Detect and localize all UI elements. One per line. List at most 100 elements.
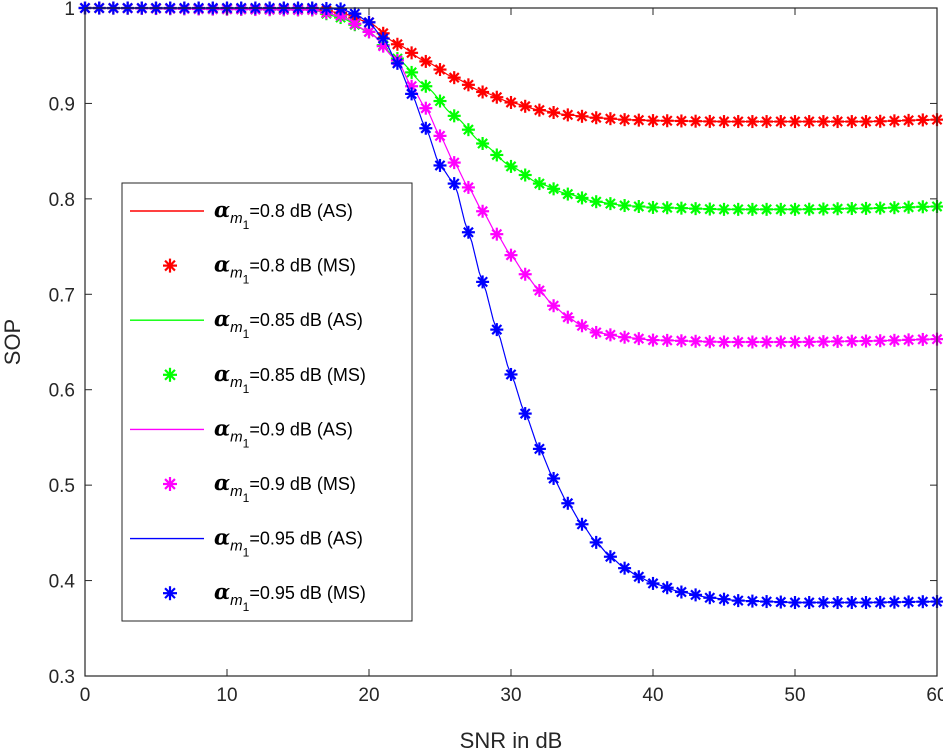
- data-point-marker: [490, 148, 504, 162]
- data-point-marker: [660, 581, 674, 595]
- data-point-marker: [603, 550, 617, 564]
- data-point-marker: [476, 204, 490, 218]
- data-point-marker: [646, 114, 660, 128]
- y-tick-label: 0.5: [49, 476, 75, 497]
- data-point-marker: [745, 115, 759, 129]
- tick-layer: 0 10 20 30 40 50 60 0.3 0.4 0.5 0.6 0.7 0.8 0.9 1: [49, 0, 943, 706]
- data-point-marker: [717, 592, 731, 606]
- data-point-marker: [916, 332, 930, 346]
- data-point-marker: [745, 594, 759, 608]
- data-point-marker: [362, 25, 376, 39]
- legend-marker-swatch: [163, 477, 177, 491]
- legend-entries: αm1=0.8 dB (AS) αm1=0.8 dB (MS) αm1=0.85 d…: [130, 197, 366, 614]
- data-point-marker: [447, 156, 461, 170]
- data-point-marker: [348, 7, 362, 21]
- data-point-marker: [674, 201, 688, 215]
- data-point-marker: [788, 115, 802, 129]
- data-point-marker: [873, 334, 887, 348]
- data-point-marker: [760, 335, 774, 349]
- y-axis-title: SOP: [0, 319, 25, 365]
- legend-marker-swatch: [163, 586, 177, 601]
- data-point-marker: [760, 202, 774, 216]
- data-point-marker: [419, 121, 433, 135]
- data-point-marker: [561, 108, 575, 122]
- data-point-marker: [788, 335, 802, 349]
- data-point-marker: [745, 335, 759, 349]
- legend-entry-1-ms: αm1=0.8 dB (MS): [163, 252, 356, 287]
- x-tick-label: 60: [926, 685, 943, 706]
- y-tick-label: 0.6: [49, 381, 75, 402]
- legend-label: αm1=0.85 dB (AS): [214, 306, 363, 341]
- legend: αm1=0.8 dB (AS) αm1=0.8 dB (MS) αm1=0.85 d…: [121, 182, 413, 622]
- data-point-marker: [490, 227, 504, 241]
- data-point-marker: [575, 109, 589, 123]
- data-point-marker: [902, 333, 916, 347]
- legend-marker-swatch: [163, 258, 177, 273]
- data-point-marker: [390, 56, 404, 70]
- data-point-marker: [405, 65, 419, 79]
- data-point-marker: [689, 114, 703, 128]
- data-point-marker: [589, 535, 603, 549]
- legend-label: αm1=0.95 dB (MS): [214, 579, 366, 614]
- data-point-marker: [405, 87, 419, 101]
- data-point-marker: [419, 79, 433, 93]
- data-point-marker: [504, 95, 518, 109]
- data-point-marker: [916, 595, 930, 609]
- data-point-marker: [717, 202, 731, 216]
- x-tick-label: 10: [216, 685, 237, 706]
- data-point-marker: [461, 123, 475, 137]
- data-point-marker: [802, 115, 816, 129]
- data-point-marker: [788, 202, 802, 216]
- legend-label: αm1=0.8 dB (MS): [214, 252, 356, 287]
- data-point-marker: [674, 334, 688, 348]
- data-point-marker: [660, 201, 674, 215]
- data-point-marker: [689, 588, 703, 602]
- x-tick-label: 40: [642, 685, 663, 706]
- data-point-marker: [887, 333, 901, 347]
- data-point-marker: [845, 596, 859, 610]
- data-point-marker: [689, 202, 703, 216]
- data-point-marker: [476, 85, 490, 99]
- legend-box: [121, 182, 413, 622]
- data-point-marker: [816, 202, 830, 216]
- data-point-marker: [433, 94, 447, 108]
- data-point-marker: [845, 334, 859, 348]
- data-point-marker: [419, 54, 433, 68]
- data-point-marker: [802, 202, 816, 216]
- data-point-marker: [916, 200, 930, 214]
- data-point-marker: [518, 168, 532, 182]
- data-point-marker: [816, 596, 830, 610]
- y-tick-label: 0.7: [49, 285, 75, 306]
- data-point-marker: [831, 202, 845, 216]
- data-point-marker: [476, 275, 490, 289]
- data-point-marker: [703, 114, 717, 128]
- data-point-marker: [632, 113, 646, 127]
- data-point-marker: [873, 201, 887, 215]
- data-point-marker: [717, 115, 731, 129]
- legend-entry-1-as: αm1=0.8 dB (AS): [130, 197, 353, 232]
- data-point-marker: [561, 187, 575, 201]
- data-point-marker: [433, 63, 447, 77]
- data-point-marker: [419, 101, 433, 115]
- data-point-marker: [589, 111, 603, 125]
- data-point-marker: [532, 283, 546, 297]
- data-point-marker: [547, 471, 561, 485]
- y-tick-label: 0.9: [49, 94, 75, 115]
- data-point-marker: [902, 595, 916, 609]
- data-point-marker: [632, 570, 646, 584]
- data-point-marker: [504, 367, 518, 381]
- data-point-marker: [504, 159, 518, 173]
- data-point-marker: [816, 335, 830, 349]
- data-point-marker: [589, 195, 603, 209]
- data-point-marker: [845, 115, 859, 129]
- data-point-marker: [674, 585, 688, 599]
- data-point-marker: [618, 199, 632, 213]
- data-point-marker: [703, 202, 717, 216]
- data-point-marker: [859, 596, 873, 610]
- legend-label: αm1=0.95 dB (AS): [214, 525, 363, 560]
- data-point-marker: [490, 323, 504, 337]
- data-point-marker: [660, 114, 674, 128]
- data-point-marker: [703, 335, 717, 349]
- x-tick-label: 50: [784, 685, 805, 706]
- data-point-marker: [788, 596, 802, 610]
